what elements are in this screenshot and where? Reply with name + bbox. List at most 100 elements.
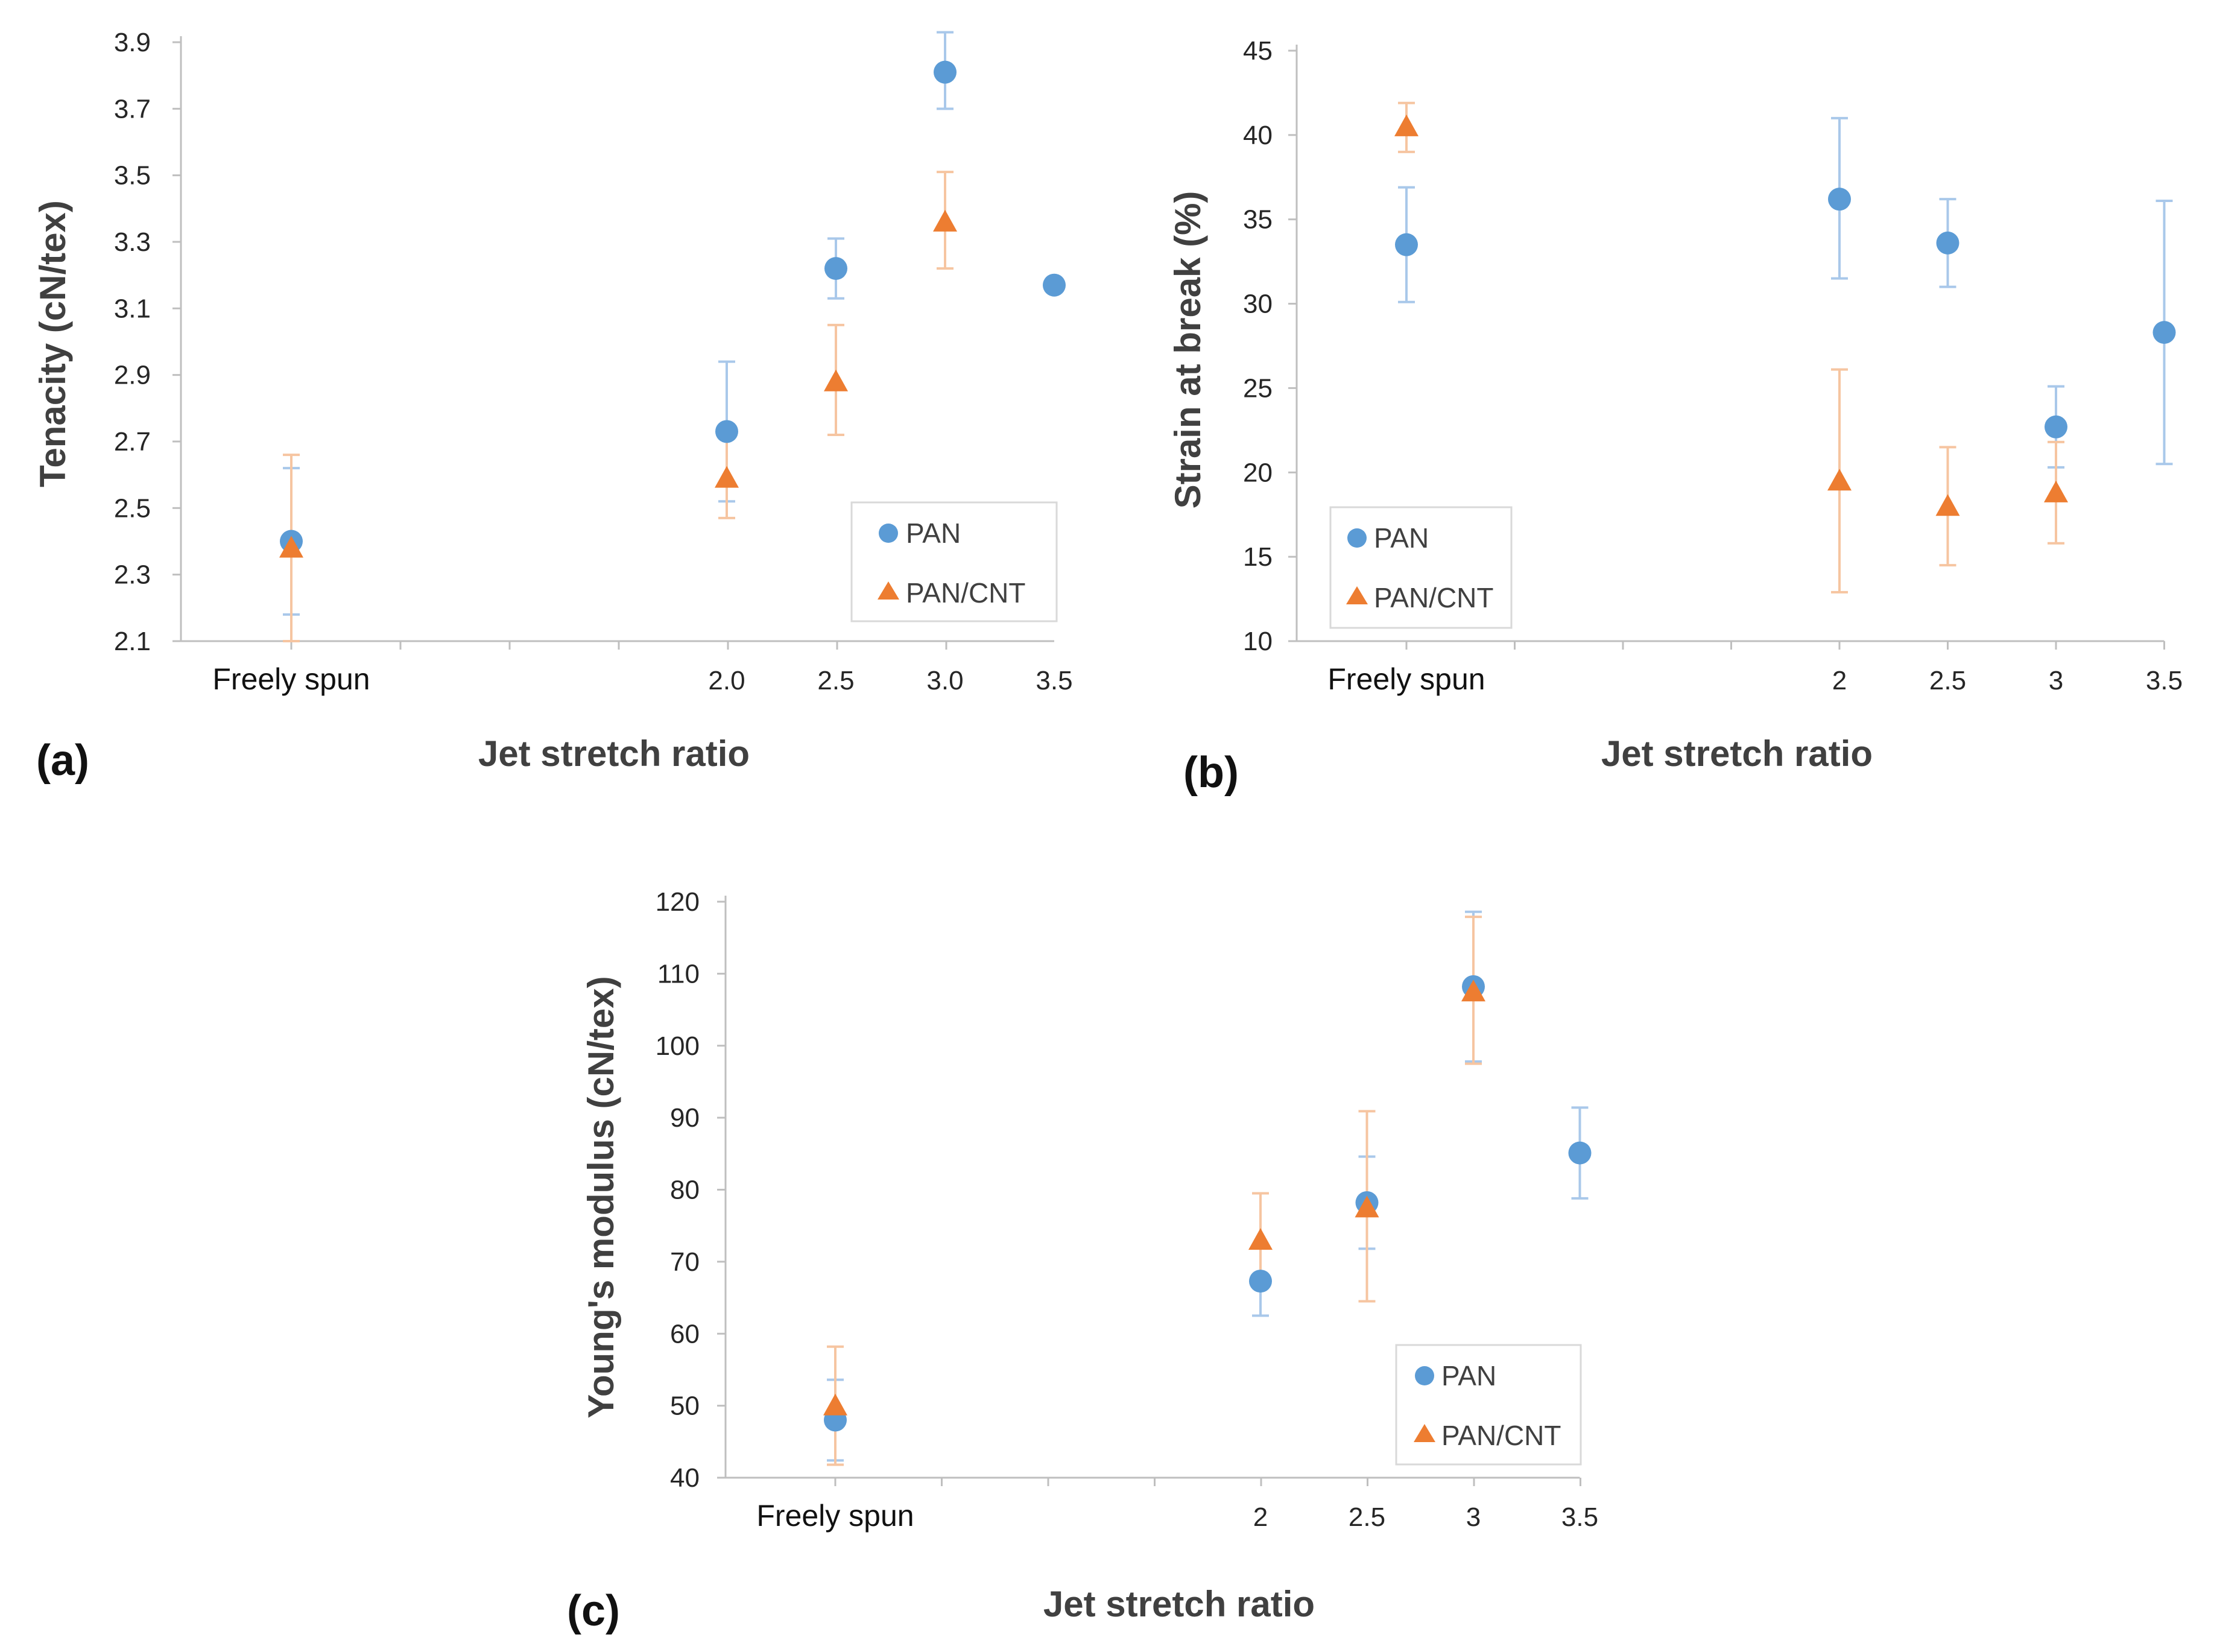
x-tick-label-a: 2.5: [817, 666, 854, 695]
x-tick-label-b: 2: [1832, 666, 1847, 695]
y-tick-label-a: 2.9: [114, 361, 151, 390]
x-axis-title-b: Jet stretch ratio: [1601, 733, 1873, 774]
data-markers-a: [279, 60, 1066, 558]
legend-pan-marker-b: [1347, 528, 1367, 548]
y-tick-label-b: 45: [1243, 36, 1273, 66]
y-axis-title-c: Young's modulus (cN/tex): [581, 976, 621, 1418]
data-point-pan: [1936, 231, 1959, 255]
data-point-pan-cnt: [279, 536, 303, 558]
legend-cnt-marker-a: [878, 581, 899, 600]
legend-pan-label-a: PAN: [906, 517, 961, 549]
chart-panel-c: 40 50 60 70 80 90 100 110 120 Freely spun 2 2.5 3 3.5…: [567, 887, 1598, 1635]
y-axis-ticks-a: 2.1 2.3 2.5 2.7 2.9 3.1 3.3 3.5 3.7 3.9 Freely spu…: [114, 28, 1073, 696]
chart-panel-a: 2.1 2.3 2.5 2.7 2.9 3.1 3.3 3.5 3.7 3.9 Freely spu…: [33, 28, 1073, 785]
legend-cnt-label-c: PAN/CNT: [1441, 1420, 1561, 1451]
error-bars-b: [1398, 101, 2173, 593]
data-point-pan: [715, 420, 738, 443]
x-tick-label-b: 3.5: [2146, 666, 2183, 695]
data-point-pan: [1249, 1270, 1272, 1293]
data-point-pan-cnt: [1394, 114, 1419, 136]
data-point-pan: [1568, 1141, 1592, 1165]
y-tick-label-b: 30: [1243, 290, 1273, 319]
y-tick-label-a: 2.3: [114, 560, 151, 590]
data-point-pan-cnt: [2044, 480, 2068, 502]
y-tick-label-c: 50: [670, 1391, 700, 1421]
legend-pan-marker-c: [1415, 1366, 1434, 1385]
data-point-pan-cnt: [1355, 1195, 1379, 1218]
panel-label-b: (b): [1183, 748, 1239, 797]
data-point-pan-cnt: [1461, 979, 1485, 1002]
y-tick-label-b: 20: [1243, 458, 1273, 487]
x-tick-label-a: Freely spun: [212, 662, 370, 696]
panel-label-a: (a): [36, 736, 89, 785]
chart-panel-b: 10 15 20 25 30 35 40 45 Freely spun 2 2.5 3 3.5 Stra…: [1168, 36, 2183, 797]
y-tick-label-c: 90: [670, 1103, 700, 1133]
y-tick-label-c: 80: [670, 1176, 700, 1205]
legend-b: PAN PAN/CNT: [1329, 506, 1513, 629]
y-tick-label-b: 15: [1243, 542, 1273, 572]
legend-pan-marker-a: [879, 524, 898, 543]
x-tick-label-a: 3.5: [1036, 666, 1072, 695]
legend-c: PAN PAN/CNT: [1395, 1344, 1582, 1466]
legend-a: PAN PAN/CNT: [850, 501, 1058, 622]
legend-pan-label-b: PAN: [1374, 522, 1429, 554]
y-tick-label-a: 3.5: [114, 161, 151, 191]
legend-cnt-label-b: PAN/CNT: [1374, 582, 1494, 613]
legend-pan-label-c: PAN: [1441, 1360, 1496, 1391]
x-tick-label-b: Freely spun: [1327, 662, 1485, 696]
data-point-pan: [934, 60, 957, 84]
x-tick-label-c: 2: [1253, 1502, 1268, 1532]
y-tick-label-c: 70: [670, 1247, 700, 1277]
y-tick-label-b: 25: [1243, 373, 1273, 403]
legend-cnt-marker-c: [1414, 1424, 1435, 1442]
x-tick-label-c: 3.5: [1561, 1502, 1598, 1532]
y-tick-label-a: 2.7: [114, 427, 151, 457]
y-axis-title-b: Strain at break (%): [1168, 191, 1208, 509]
x-tick-label-c: 3: [1466, 1502, 1481, 1532]
x-tick-label-a: 2.0: [708, 666, 745, 695]
data-point-pan: [1828, 188, 1851, 211]
y-tick-label-a: 2.1: [114, 627, 151, 656]
x-tick-label-c: Freely spun: [756, 1499, 914, 1533]
y-tick-label-a: 3.1: [114, 294, 151, 323]
y-tick-label-c: 40: [670, 1463, 700, 1493]
data-point-pan-cnt: [1935, 494, 1960, 516]
x-axis-title-c: Jet stretch ratio: [1043, 1584, 1315, 1624]
x-tick-label-b: 2.5: [1929, 666, 1966, 695]
legend-cnt-marker-b: [1346, 586, 1368, 604]
y-tick-label-b: 35: [1243, 205, 1273, 235]
x-tick-label-b: 3: [2049, 666, 2063, 695]
x-tick-label-c: 2.5: [1349, 1502, 1385, 1532]
y-tick-label-c: 60: [670, 1319, 700, 1349]
legend-cnt-label-a: PAN/CNT: [906, 577, 1026, 609]
data-point-pan: [1395, 233, 1418, 256]
panel-label-c: (c): [567, 1587, 620, 1635]
y-tick-label-a: 3.7: [114, 94, 151, 124]
y-axis-ticks-b: 10 15 20 25 30 35 40 45 Freely spun 2 2.5 3 3.5: [1243, 36, 2183, 696]
y-tick-label-b: 10: [1243, 627, 1273, 656]
y-axis-title-a: Tenacity (cN/tex): [33, 200, 73, 487]
data-point-pan: [2045, 415, 2067, 438]
data-point-pan-cnt: [823, 1393, 847, 1416]
y-tick-label-c: 120: [656, 887, 700, 917]
data-point-pan-cnt: [1248, 1228, 1273, 1250]
y-tick-label-a: 3.9: [114, 28, 151, 57]
data-point-pan-cnt: [1827, 469, 1852, 491]
y-tick-label-a: 2.5: [114, 493, 151, 523]
data-point-pan-cnt: [933, 209, 957, 232]
x-axis-title-a: Jet stretch ratio: [478, 733, 750, 774]
data-markers-c: [823, 975, 1592, 1432]
data-point-pan: [2152, 321, 2176, 344]
y-tick-label-c: 110: [657, 959, 700, 989]
y-tick-label-b: 40: [1243, 121, 1273, 150]
data-markers-b: [1394, 114, 2176, 516]
data-point-pan-cnt: [715, 466, 739, 488]
x-tick-label-a: 3.0: [926, 666, 963, 695]
data-point-pan: [1043, 273, 1066, 297]
y-axis-ticks-c: 40 50 60 70 80 90 100 110 120 Freely spun 2 2.5 3 3.5: [656, 887, 1599, 1533]
data-point-pan: [824, 257, 847, 280]
y-tick-label-a: 3.3: [114, 227, 151, 257]
data-point-pan-cnt: [824, 369, 848, 391]
error-bars-a: [283, 31, 954, 642]
